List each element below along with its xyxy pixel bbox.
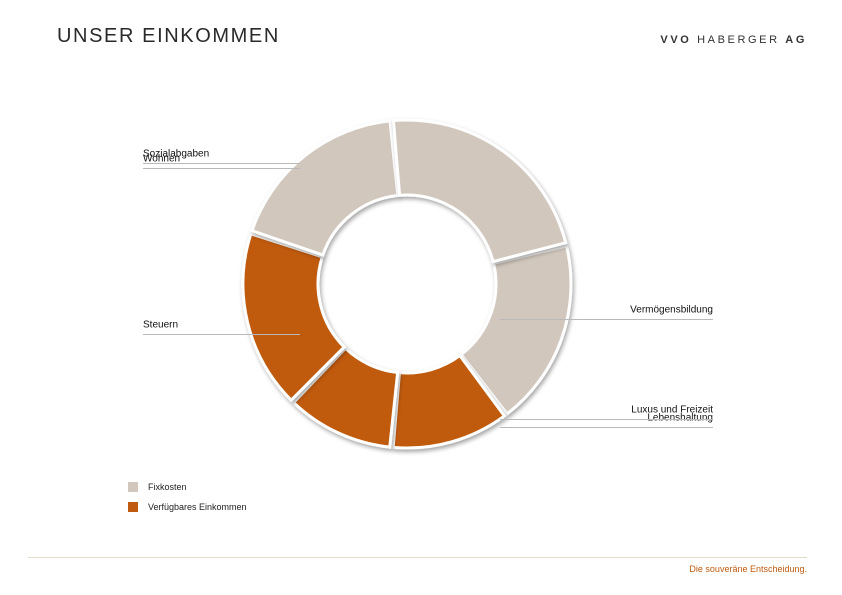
- legend-swatch-fixkosten: [128, 482, 138, 492]
- donut-slice-verm-gensbildung: [241, 231, 347, 403]
- footer-tagline: Die souveräne Entscheidung.: [689, 564, 807, 574]
- slice-label-luxus-und-freizeit: Luxus und Freizeit: [631, 405, 713, 416]
- donut-slice-lebenshaltung: [391, 353, 507, 450]
- donut-slice-steuern: [459, 244, 573, 416]
- brand-middle: HABERGER: [697, 34, 780, 46]
- legend: Fixkosten Verfügbares Einkommen: [128, 481, 247, 521]
- legend-item-fixkosten: Fixkosten: [128, 481, 247, 493]
- legend-swatch-verfuegbar: [128, 502, 138, 512]
- slice-label-verm-gensbildung: Vermögensbildung: [630, 305, 713, 316]
- brand-prefix: VVO: [660, 34, 692, 46]
- slice-label-sozialabgaben: Sozialabgaben: [143, 149, 209, 160]
- slice-label-wohnen: Wohnen: [143, 154, 180, 165]
- legend-item-verfuegbar: Verfügbares Einkommen: [128, 501, 247, 513]
- brand-logo: VVO HABERGER AG: [660, 34, 807, 46]
- brand-suffix: AG: [785, 34, 807, 46]
- legend-label-fixkosten: Fixkosten: [148, 482, 187, 492]
- slice-label-lebenshaltung: Lebenshaltung: [647, 413, 713, 424]
- donut-slice-wohnen: [250, 119, 400, 257]
- legend-label-verfuegbar: Verfügbares Einkommen: [148, 502, 247, 512]
- donut-slices: [241, 118, 573, 450]
- donut-slice-sozialabgaben: [391, 118, 568, 264]
- donut-slice-luxus-und-freizeit: [291, 346, 400, 449]
- slice-label-steuern: Steuern: [143, 320, 178, 331]
- page-title: UNSER EINKOMMEN: [57, 25, 280, 47]
- footer-divider: [28, 557, 807, 558]
